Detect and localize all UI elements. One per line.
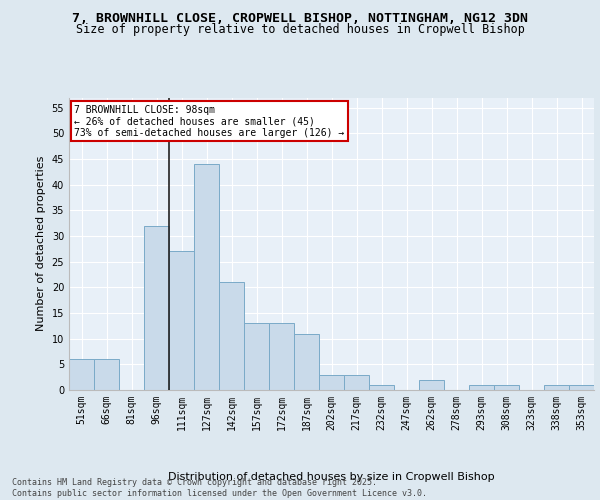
Bar (244, 324, 269, 390)
Bar (544, 385, 569, 390)
Bar (344, 374, 369, 390)
Bar (569, 385, 594, 390)
Bar (469, 385, 494, 390)
Bar (494, 385, 519, 390)
Bar (269, 324, 294, 390)
Bar (169, 252, 194, 390)
Bar (369, 385, 394, 390)
Bar (94, 359, 119, 390)
Bar (419, 380, 444, 390)
Bar (319, 374, 344, 390)
Text: 7 BROWNHILL CLOSE: 98sqm
← 26% of detached houses are smaller (45)
73% of semi-d: 7 BROWNHILL CLOSE: 98sqm ← 26% of detach… (74, 105, 344, 138)
Bar (144, 226, 169, 390)
Text: Contains HM Land Registry data © Crown copyright and database right 2025.
Contai: Contains HM Land Registry data © Crown c… (12, 478, 427, 498)
X-axis label: Distribution of detached houses by size in Cropwell Bishop: Distribution of detached houses by size … (168, 472, 495, 482)
Text: 7, BROWNHILL CLOSE, CROPWELL BISHOP, NOTTINGHAM, NG12 3DN: 7, BROWNHILL CLOSE, CROPWELL BISHOP, NOT… (72, 12, 528, 26)
Bar (194, 164, 219, 390)
Y-axis label: Number of detached properties: Number of detached properties (36, 156, 46, 332)
Bar (69, 359, 94, 390)
Bar (294, 334, 319, 390)
Text: Size of property relative to detached houses in Cropwell Bishop: Size of property relative to detached ho… (76, 22, 524, 36)
Bar (219, 282, 244, 390)
